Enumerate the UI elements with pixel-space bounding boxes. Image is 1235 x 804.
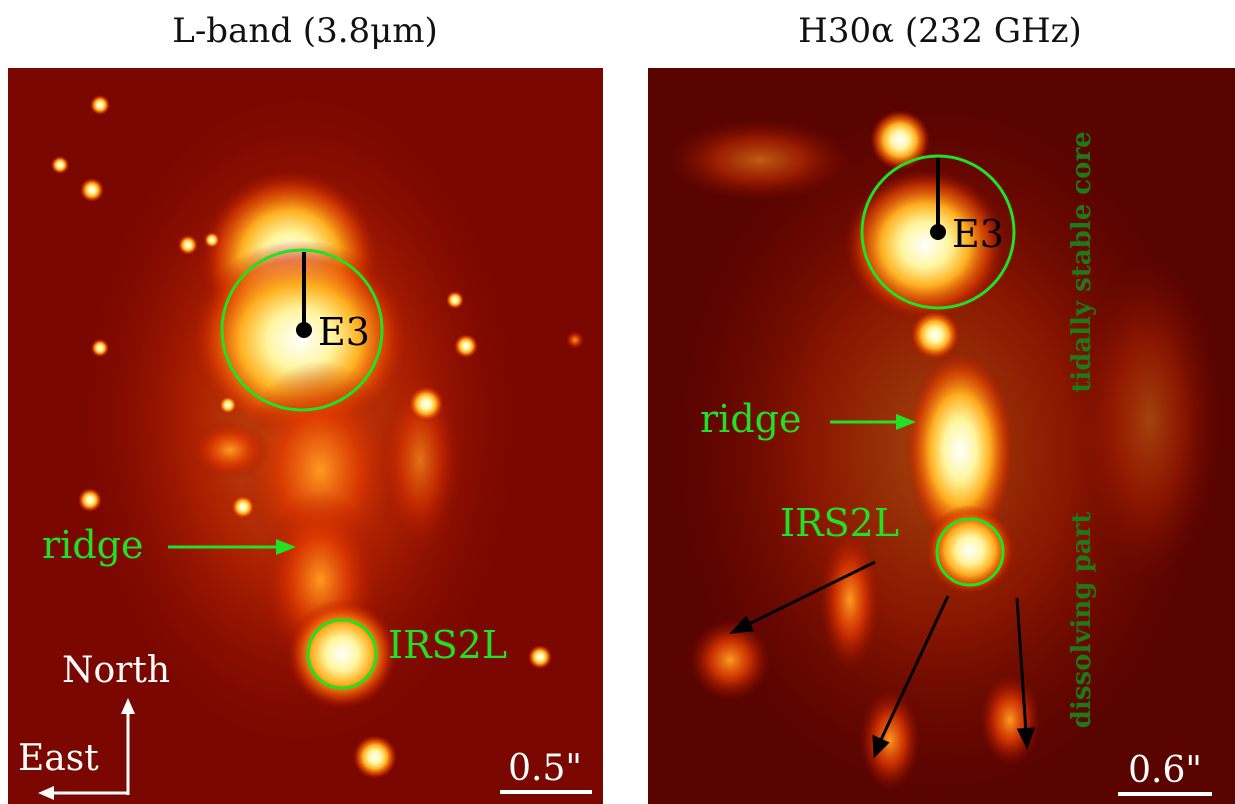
- dissolving-label: dissolving part: [1067, 512, 1097, 728]
- core-label: tidally stable core: [1067, 131, 1097, 392]
- scale-label: 0.6": [1128, 750, 1202, 791]
- source-label: E3: [952, 212, 1004, 256]
- panel-title: H30α (232 GHz): [798, 11, 1082, 51]
- ridge-label: ridge: [700, 397, 801, 441]
- north-label: North: [62, 650, 170, 691]
- h30a-image: E3 ridge IRS2L tidally stable core disso…: [648, 68, 1235, 804]
- l-band-image: E3 IRS2L ridge North East 0.5": [8, 68, 603, 804]
- ridge-label: ridge: [42, 523, 143, 567]
- east-label: East: [18, 738, 99, 779]
- source-label: E3: [318, 310, 370, 354]
- panel-title: L-band (3.8μm): [172, 11, 438, 51]
- irs-label: IRS2L: [780, 501, 899, 545]
- body: {"panels": [ {"title": "L-band (3.8μm)",…: [0, 0, 1235, 804]
- page: body { margin: 0; background: #fff; } sv…: [0, 0, 1235, 804]
- scale-label: 0.5": [508, 748, 582, 789]
- figure: L-band (3.8μm) H30α (232 GHz) E3 IRS2L r…: [0, 0, 1235, 804]
- irs-label: IRS2L: [388, 623, 507, 667]
